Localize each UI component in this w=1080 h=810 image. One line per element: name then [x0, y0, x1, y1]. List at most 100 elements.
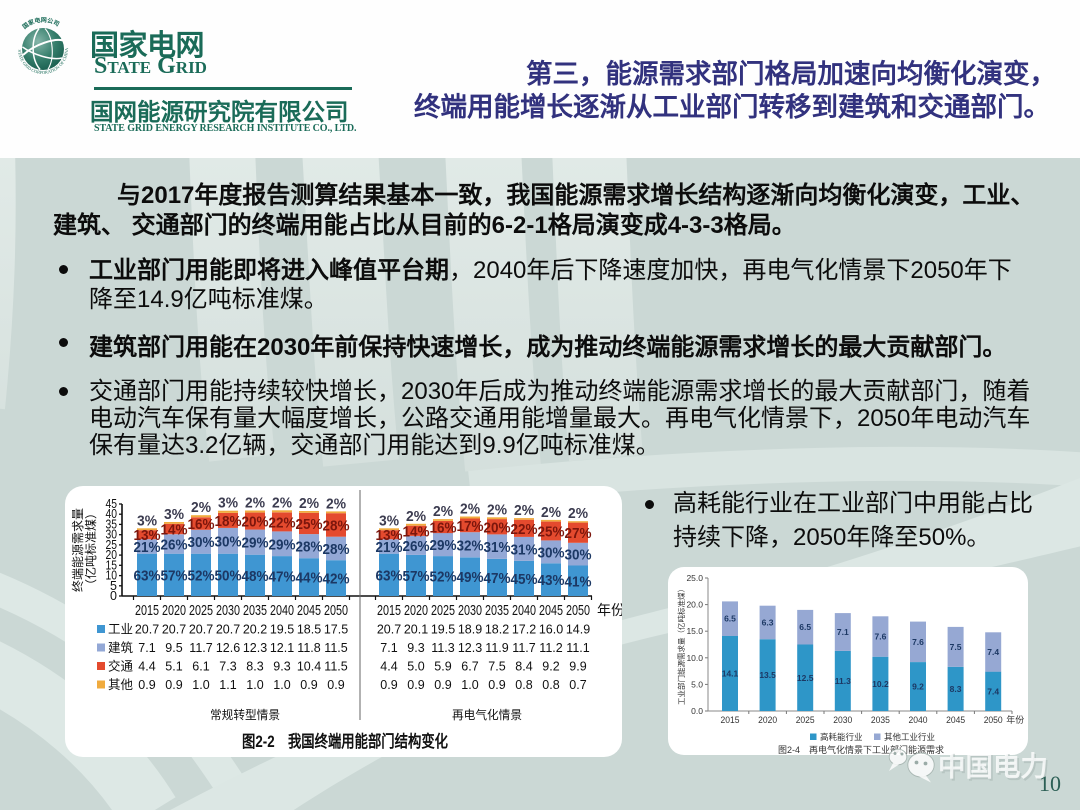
svg-text:1.1: 1.1: [219, 678, 236, 692]
svg-text:其他工业行业: 其他工业行业: [884, 732, 935, 742]
svg-text:10.0: 10.0: [686, 653, 703, 663]
svg-text:2020: 2020: [404, 603, 428, 619]
svg-text:2045: 2045: [297, 603, 321, 619]
svg-text:30%: 30%: [188, 534, 215, 551]
svg-text:2%: 2%: [460, 501, 480, 518]
svg-text:6.7: 6.7: [461, 660, 478, 674]
svg-text:8.3: 8.3: [950, 684, 962, 694]
svg-text:45%: 45%: [511, 571, 538, 588]
svg-text:2020: 2020: [162, 603, 186, 619]
svg-text:11.3: 11.3: [835, 676, 851, 686]
svg-text:0.9: 0.9: [434, 678, 451, 692]
svg-text:30%: 30%: [565, 547, 592, 564]
svg-text:2050: 2050: [984, 715, 1003, 726]
svg-text:47%: 47%: [484, 570, 511, 587]
svg-text:7.1: 7.1: [837, 627, 849, 637]
svg-text:31%: 31%: [511, 541, 538, 558]
svg-text:7.5: 7.5: [488, 660, 505, 674]
svg-text:5.1: 5.1: [165, 660, 182, 674]
svg-text:41%: 41%: [565, 573, 592, 590]
svg-text:12.1: 12.1: [270, 641, 294, 655]
svg-text:16%: 16%: [188, 516, 215, 533]
svg-text:6.5: 6.5: [799, 622, 811, 632]
svg-text:3%: 3%: [379, 512, 399, 529]
svg-text:20.0: 20.0: [686, 600, 703, 610]
svg-text:57%: 57%: [161, 567, 188, 584]
svg-text:0.9: 0.9: [380, 678, 397, 692]
svg-text:42%: 42%: [323, 571, 350, 588]
svg-text:25%: 25%: [296, 516, 323, 533]
svg-text:16%: 16%: [430, 520, 457, 537]
svg-text:图2-2 我国终端用能部门结构变化: 图2-2 我国终端用能部门结构变化: [242, 731, 448, 751]
svg-text:28%: 28%: [296, 539, 323, 556]
svg-text:32%: 32%: [457, 537, 484, 554]
svg-text:20.1: 20.1: [404, 623, 428, 637]
svg-text:18.9: 18.9: [458, 623, 482, 637]
svg-text:再电气化情景: 再电气化情景: [452, 707, 522, 722]
svg-text:8.3: 8.3: [246, 660, 263, 674]
svg-text:10.2: 10.2: [872, 679, 889, 689]
svg-text:20%: 20%: [484, 519, 511, 536]
svg-text:终端能源需求量: 终端能源需求量: [70, 508, 85, 592]
svg-text:13.5: 13.5: [759, 670, 776, 680]
svg-text:3%: 3%: [137, 512, 157, 529]
svg-text:9.2: 9.2: [542, 660, 559, 674]
svg-text:26%: 26%: [161, 537, 188, 554]
svg-text:5.0: 5.0: [691, 679, 703, 689]
svg-text:2%: 2%: [299, 495, 319, 512]
svg-text:年份: 年份: [597, 602, 622, 618]
svg-text:2%: 2%: [406, 508, 426, 525]
svg-text:48%: 48%: [242, 568, 269, 585]
svg-text:图2-4 再电气化情景下工业部门能源需求: 图2-4 再电气化情景下工业部门能源需求: [778, 744, 944, 755]
svg-text:10: 10: [106, 569, 118, 583]
svg-text:9.9: 9.9: [569, 660, 586, 674]
svg-text:49%: 49%: [457, 569, 484, 586]
svg-text:0.9: 0.9: [300, 678, 317, 692]
svg-text:2%: 2%: [191, 499, 211, 516]
svg-text:20: 20: [106, 548, 118, 562]
svg-text:30: 30: [106, 528, 118, 542]
svg-text:2%: 2%: [541, 504, 561, 521]
svg-text:2015: 2015: [135, 603, 159, 619]
svg-text:13%: 13%: [376, 527, 403, 544]
svg-text:6.5: 6.5: [724, 614, 736, 624]
svg-text:21%: 21%: [376, 539, 403, 556]
svg-text:2015: 2015: [721, 715, 740, 726]
svg-text:52%: 52%: [188, 567, 215, 584]
svg-text:建筑: 建筑: [108, 640, 134, 655]
svg-text:2050: 2050: [324, 603, 348, 619]
svg-text:20.2: 20.2: [243, 623, 267, 637]
svg-text:7.3: 7.3: [219, 660, 236, 674]
svg-text:2%: 2%: [433, 503, 453, 520]
svg-text:12.3: 12.3: [458, 641, 482, 655]
svg-text:16.0: 16.0: [539, 623, 563, 637]
svg-text:12.6: 12.6: [216, 641, 240, 655]
svg-text:高耗能行业: 高耗能行业: [820, 732, 863, 742]
svg-text:工业部门能源需求量（亿吨标准煤）: 工业部门能源需求量（亿吨标准煤）: [676, 585, 686, 705]
svg-text:0.0: 0.0: [691, 706, 703, 716]
svg-text:17%: 17%: [457, 518, 484, 535]
svg-text:11.1: 11.1: [566, 641, 589, 655]
svg-text:52%: 52%: [430, 569, 457, 586]
svg-text:20.7: 20.7: [377, 623, 401, 637]
svg-text:11.8: 11.8: [297, 641, 320, 655]
svg-text:0.9: 0.9: [407, 678, 424, 692]
svg-text:2040: 2040: [909, 715, 928, 726]
svg-text:7.6: 7.6: [874, 632, 886, 642]
svg-text:2030: 2030: [458, 603, 482, 619]
svg-text:50%: 50%: [215, 567, 242, 584]
svg-text:11.5: 11.5: [324, 660, 347, 674]
svg-text:2%: 2%: [487, 501, 507, 518]
svg-text:43%: 43%: [538, 572, 565, 589]
svg-text:常规转型情景: 常规转型情景: [210, 707, 280, 722]
svg-text:2%: 2%: [514, 502, 534, 519]
svg-text:0.8: 0.8: [542, 678, 559, 692]
svg-text:3%: 3%: [164, 506, 184, 523]
svg-text:中国电力: 中国电力: [938, 751, 1048, 782]
svg-text:20%: 20%: [242, 514, 269, 531]
svg-text:20.7: 20.7: [189, 623, 213, 637]
svg-text:1.0: 1.0: [461, 678, 478, 692]
svg-text:30%: 30%: [538, 544, 565, 561]
svg-text:1.0: 1.0: [273, 678, 290, 692]
svg-text:26%: 26%: [403, 538, 430, 555]
